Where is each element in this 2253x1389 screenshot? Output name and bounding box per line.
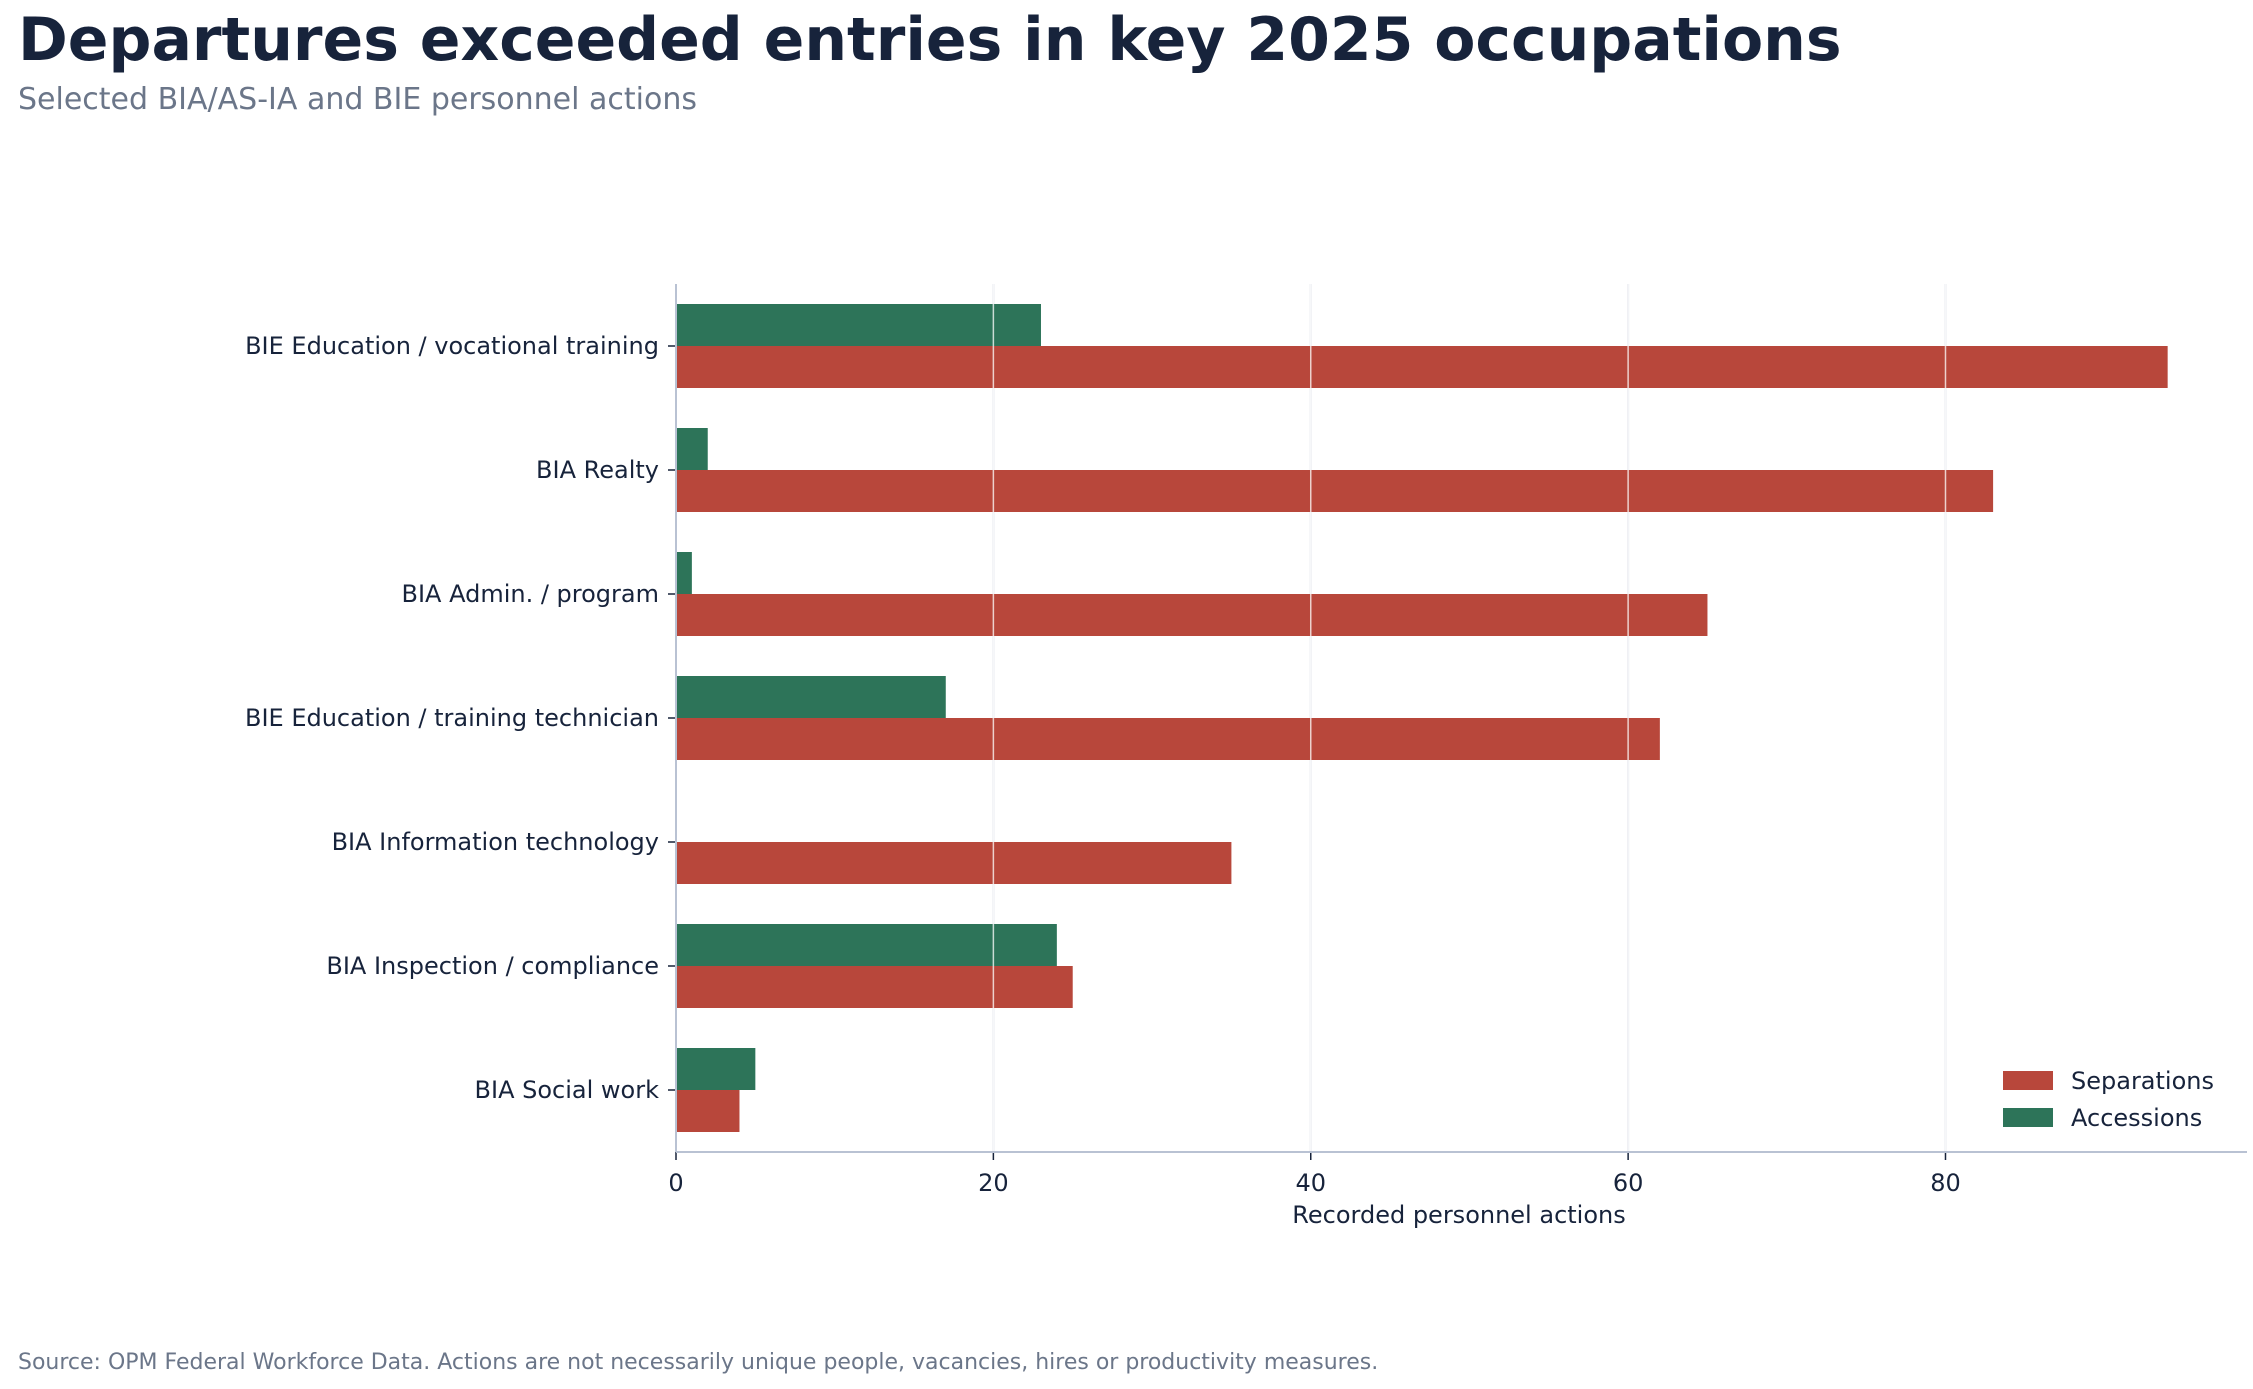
bar-accessions (676, 1048, 756, 1090)
bars (676, 284, 2168, 1152)
labels: 0 20 40 60 80 BIE Education / vocational trai… (245, 332, 1961, 1197)
category-label: BIA Realty (536, 456, 659, 484)
source-note: Source: OPM Federal Workforce Data. Acti… (18, 1350, 1379, 1375)
legend-label-separations: Separations (2071, 1067, 2214, 1095)
bar-accessions (676, 676, 946, 718)
bar-separations (676, 718, 1660, 760)
category-label: BIA Inspection / compliance (326, 952, 659, 980)
bar-accessions (676, 924, 1057, 966)
bar-separations (676, 1090, 740, 1132)
x-tick-label: 60 (1613, 1169, 1644, 1197)
legend-swatch-separations (2003, 1071, 2053, 1090)
axes (668, 284, 2247, 1160)
bar-separations (676, 594, 1708, 636)
chart-title: Departures exceeded entries in key 2025 … (18, 5, 1842, 75)
x-axis-title: Recorded personnel actions (1292, 1201, 1625, 1229)
chart-subtitle: Selected BIA/AS-IA and BIE personnel act… (18, 82, 697, 117)
category-label: BIE Education / vocational training (245, 332, 659, 360)
category-label: BIA Information technology (332, 828, 659, 856)
bar-separations (676, 842, 1232, 884)
bar-separations (676, 346, 2168, 388)
x-tick-label: 80 (1930, 1169, 1961, 1197)
bar-accessions (676, 428, 708, 470)
x-tick-label: 40 (1295, 1169, 1326, 1197)
bar-accessions (676, 552, 692, 594)
bar-separations (676, 470, 1994, 512)
bar-accessions (676, 304, 1041, 346)
bar-separations (676, 966, 1073, 1008)
legend: Separations Accessions (2003, 1067, 2214, 1132)
category-label: BIE Education / training technician (245, 704, 659, 732)
category-label: BIA Social work (475, 1076, 660, 1104)
legend-swatch-accessions (2003, 1108, 2053, 1127)
legend-label-accessions: Accessions (2071, 1104, 2202, 1132)
category-label: BIA Admin. / program (402, 580, 660, 608)
x-tick-label: 0 (668, 1169, 683, 1197)
x-tick-label: 20 (978, 1169, 1009, 1197)
